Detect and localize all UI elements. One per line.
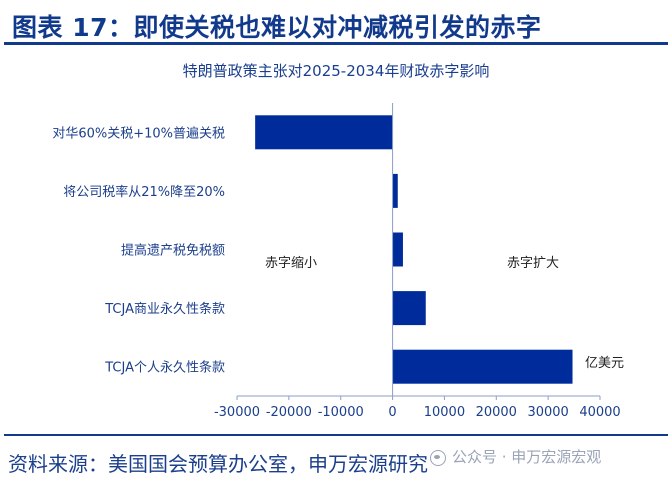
x-tick-label: 30000 <box>527 405 568 420</box>
category-label: 对华60%关税+10%普遍关税 <box>52 125 225 141</box>
figure-title: 图表 17：即使关税也难以对冲减税引发的赤字 <box>12 13 542 42</box>
unit-label: 亿美元 <box>585 356 624 371</box>
x-tick-label: 10000 <box>424 405 465 420</box>
bar <box>255 115 393 150</box>
bar <box>392 291 426 326</box>
category-label: TCJA个人永久性条款 <box>104 360 225 376</box>
annotation-deficit-expand: 赤字扩大 <box>507 256 559 271</box>
footer-divider <box>4 434 668 436</box>
annotation-deficit-shrink: 赤字缩小 <box>265 255 317 271</box>
x-tick-label: 20000 <box>476 405 517 420</box>
category-label: 将公司税率从21%降至20% <box>63 184 225 200</box>
watermark: 公众号 · 申万宏源宏观 <box>430 446 601 467</box>
bar <box>392 349 573 384</box>
category-label: TCJA商业永久性条款 <box>104 301 225 317</box>
chart-title: 特朗普政策主张对2025-2034年财政赤字影响 <box>182 62 490 80</box>
source-note: 资料来源：美国国会预算办公室，申万宏源研究 <box>8 452 428 476</box>
x-tick-label: -10000 <box>318 405 364 420</box>
bar <box>392 232 403 267</box>
x-tick-label: -20000 <box>266 405 312 420</box>
x-tick-label: 0 <box>388 405 396 420</box>
watermark-text: 公众号 · 申万宏源宏观 <box>452 448 602 466</box>
category-label: 提高遗产税免税额 <box>121 243 225 259</box>
bar <box>392 173 398 208</box>
x-tick-label: -30000 <box>214 405 260 420</box>
figure-header: 图表 17：即使关税也难以对冲减税引发的赤字 <box>4 2 668 45</box>
wechat-icon <box>430 449 446 466</box>
x-tick-label: 40000 <box>579 405 620 420</box>
chart-area: 特朗普政策主张对2025-2034年财政赤字影响 对华60%关税+10%普遍关税… <box>0 48 672 423</box>
